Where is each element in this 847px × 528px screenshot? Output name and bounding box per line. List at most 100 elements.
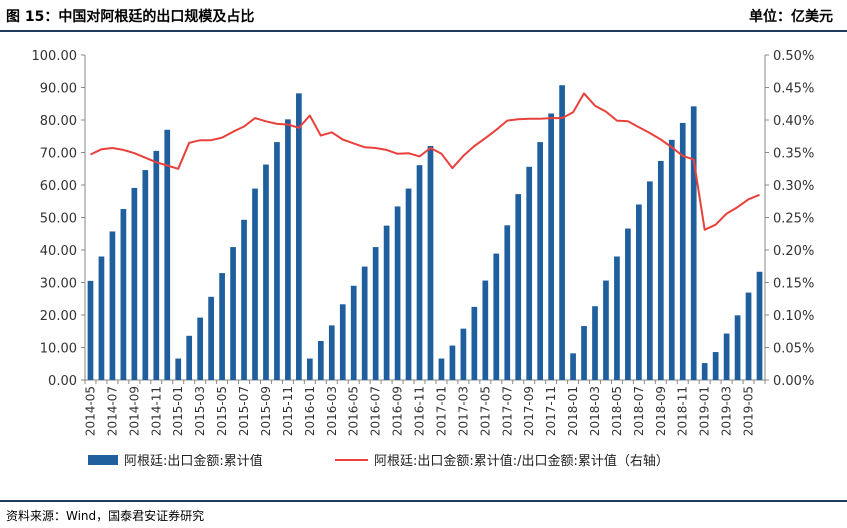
x-tick-label: 2016-01 [303,386,317,436]
legend-bar-swatch [88,455,118,465]
x-tick-label: 2014-07 [105,386,119,436]
x-tick-label: 2016-05 [347,386,361,436]
bar [570,353,576,380]
bar [142,170,149,380]
bar [274,142,280,380]
bar [581,326,587,380]
bar [394,206,401,380]
bar [657,160,664,380]
bar [285,119,291,380]
x-tick-label: 2016-11 [413,386,427,436]
legend-bar-label: 阿根廷:出口金额:累计值 [124,453,263,469]
y-left-tick-label: 10.00 [40,342,77,357]
bar [427,146,434,380]
bar [120,209,127,380]
y-right-tick-label: 0.30% [773,179,814,194]
axes: 0.00 10.00 20.00 30.00 40.00 50.00 60.00 70.00 8… [32,49,815,389]
bar [405,188,412,380]
bar [87,280,94,380]
unit-label: 单位：亿美元 [749,9,833,25]
bar [98,256,105,380]
x-tick-label: 2016-03 [325,386,339,436]
x-tick-label: 2017-01 [434,386,448,436]
x-tick-label: 2019-05 [742,386,756,436]
bar [723,333,730,380]
bar [471,306,478,380]
share-line [90,92,760,231]
bar [504,225,511,380]
bar [679,122,686,381]
x-axis-ticks: 2014-05 2014-07 2014-09 2014-11 2015-01 2015-… [83,380,766,436]
bar [712,352,719,380]
x-tick-label: 2017-09 [522,386,536,436]
bar [208,296,214,380]
x-tick-label: 2018-07 [632,386,646,436]
source-note: 资料来源：Wind，国泰君安证券研究 [6,509,205,523]
y-right-tick-label: 0.25% [773,212,814,227]
bar [306,358,313,380]
bar [690,106,697,380]
bar [186,335,193,380]
x-tick-label: 2018-09 [654,386,668,436]
y-left-tick-label: 100.00 [32,49,78,64]
x-tick-label: 2018-11 [676,386,690,436]
x-tick-label: 2019-01 [698,386,712,436]
y-right-tick-label: 0.35% [773,147,814,162]
y-right-tick-label: 0.40% [773,114,814,129]
y-left-tick-label: 50.00 [40,212,77,227]
bar [592,306,598,380]
x-tick-label: 2017-11 [544,386,558,436]
line-series [90,92,760,231]
y-left-tick-label: 30.00 [40,277,77,292]
bar [109,231,116,380]
bar [197,317,204,380]
x-tick-label: 2016-07 [369,386,383,436]
x-tick-label: 2018-03 [588,386,602,436]
y-left-tick-label: 70.00 [40,147,77,162]
bar [559,85,565,380]
bar [350,285,357,380]
bar [449,345,456,380]
bar [537,142,544,380]
y-right-tick-label: 0.10% [773,309,814,324]
bar [372,247,379,380]
bar [296,93,302,380]
bar [438,358,445,380]
y-left-tick-label: 90.00 [40,82,77,97]
x-tick-label: 2014-05 [83,386,97,436]
bar [131,187,138,380]
x-tick-label: 2017-07 [500,386,514,436]
x-tick-label: 2019-03 [720,386,734,436]
x-tick-label: 2015-11 [281,386,295,436]
bar [416,165,423,380]
x-tick-label: 2015-07 [237,386,251,436]
bar [668,139,675,380]
chart-title: 图 15：中国对阿根廷的出口规模及占比 [6,9,255,25]
x-tick-label: 2016-09 [391,386,405,436]
x-tick-label: 2017-03 [456,386,470,436]
bar [460,328,467,380]
x-tick-label: 2015-01 [171,386,185,436]
bar [756,271,763,380]
x-tick-label: 2014-11 [149,386,163,436]
bar [317,341,324,380]
legend: 阿根廷:出口金额:累计值 阿根廷:出口金额:累计值:/出口金额:累计值（右轴） [88,453,669,469]
x-tick-label: 2014-09 [127,386,141,436]
bar [339,304,346,380]
bar [515,194,522,380]
x-tick-label: 2018-01 [566,386,580,436]
bar [164,129,171,380]
bar [625,228,631,380]
y-right-tick-label: 0.00% [773,374,814,389]
bar [636,204,642,380]
bar [328,325,335,380]
bar [603,280,609,380]
y-right-tick-label: 0.15% [773,277,814,292]
y-right-tick-label: 0.20% [773,244,814,259]
x-tick-label: 2017-05 [478,386,492,436]
x-tick-label: 2015-09 [259,386,273,436]
bar [252,188,258,380]
x-tick-label: 2015-03 [193,386,207,436]
bar [175,358,182,380]
x-tick-label: 2015-05 [215,386,229,436]
